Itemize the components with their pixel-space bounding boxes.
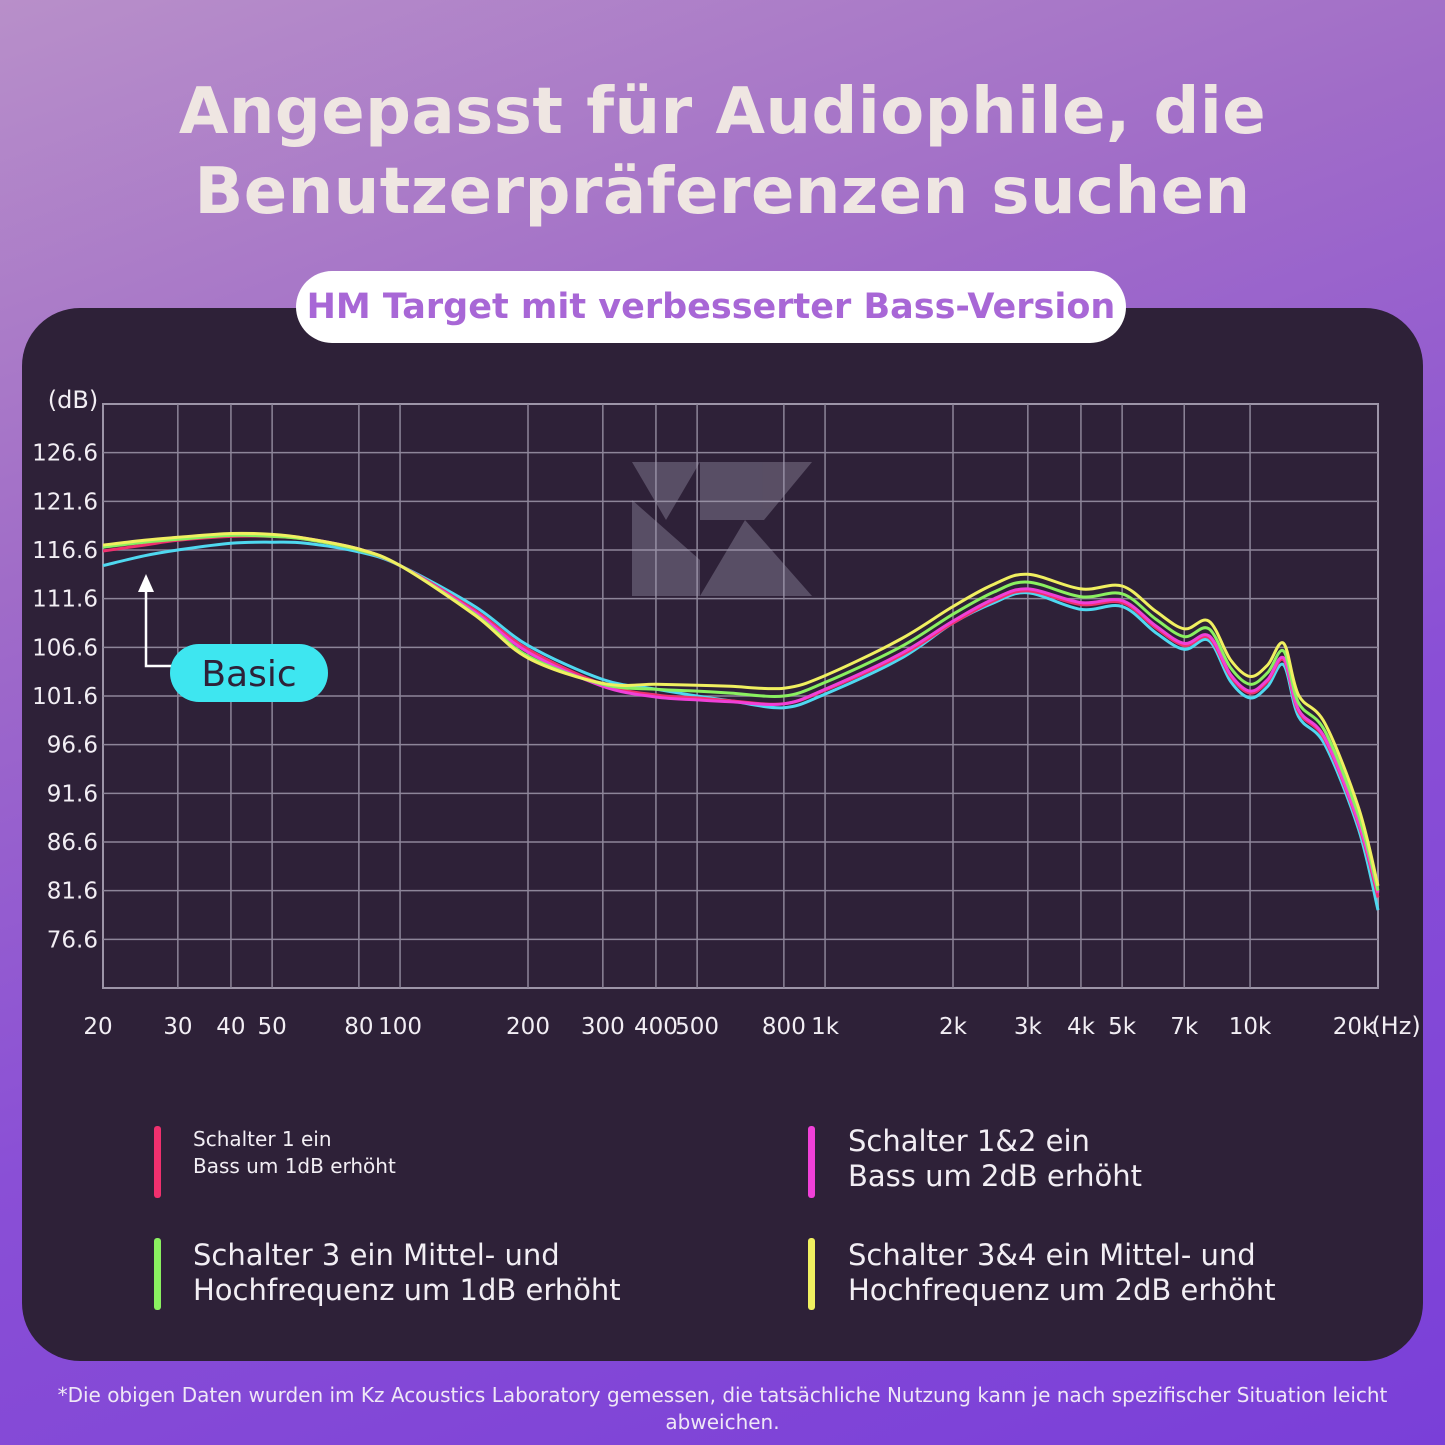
series-line [102,531,1380,887]
x-tick-label: 100 [378,1014,422,1040]
y-tick-label: 96.6 [47,733,98,759]
legend-swatch [808,1126,815,1198]
series-lines [102,531,1380,911]
x-tick-label: 50 [257,1014,286,1040]
annotation-arrow-line [144,578,172,668]
basic-badge-label: Basic [201,654,296,695]
x-tick-label: 20k [1333,1014,1376,1040]
y-tick-label: 111.6 [32,587,98,613]
x-tick-label: 3k [1014,1014,1043,1040]
basic-badge [170,644,328,702]
y-tick-label: 116.6 [32,538,98,564]
x-tick-label: 10k [1229,1014,1272,1040]
x-tick-label: 1k [811,1014,840,1040]
y-tick-labels: 126.6 121.6 116.6 111.6 106.6 101.6 96.6 91.6 86… [32,441,98,954]
x-tick-label: 500 [675,1014,719,1040]
legend-line1: Schalter 3&4 ein Mittel- und [848,1238,1256,1272]
x-tick-label: 300 [581,1014,625,1040]
arrow-up-icon [138,574,154,592]
legend-swatch [154,1238,161,1310]
y-tick-label: 126.6 [32,441,98,467]
legend-swatch [808,1238,815,1310]
y-tick-label: 81.6 [47,879,98,905]
legend-swatch [154,1126,161,1198]
y-axis-label: (dB) [48,386,98,414]
chart-panel [22,308,1423,1361]
y-tick-label: 76.6 [47,927,98,953]
legend-line1: Schalter 1&2 ein [848,1124,1090,1158]
y-tick-label: 106.6 [32,635,98,661]
headline-line2: Benutzerpräferenzen suchen [194,155,1251,229]
y-tick-label: 86.6 [47,830,98,856]
y-tick-label: 101.6 [32,684,98,710]
x-tick-label: 20 [83,1014,112,1040]
y-tick-label: 121.6 [32,489,98,515]
legend-line2: Bass um 1dB erhöht [193,1154,396,1178]
subtitle-pill: HM Target mit verbesserter Bass-Version [296,271,1126,343]
x-tick-label: 40 [216,1014,245,1040]
legend-line2: Bass um 2dB erhöht [848,1159,1143,1193]
x-tick-label: 400 [634,1014,678,1040]
headline: Angepasst für Audiophile, die Benutzerpr… [0,72,1445,232]
legend-line1: Schalter 1 ein [193,1127,332,1151]
legend-line1: Schalter 3 ein Mittel- und [193,1238,560,1272]
legend-line2: Hochfrequenz um 1dB erhöht [193,1273,621,1307]
x-tick-label: 30 [163,1014,192,1040]
x-tick-label: 200 [506,1014,550,1040]
x-axis-unit-label: (Hz) [1371,1012,1420,1040]
kz-logo-watermark [632,462,812,596]
series-line [102,540,1380,911]
x-tick-label: 2k [939,1014,968,1040]
x-tick-label: 5k [1108,1014,1137,1040]
x-tick-label: 4k [1067,1014,1096,1040]
legend-line2: Hochfrequenz um 2dB erhöht [848,1273,1276,1307]
y-tick-label: 91.6 [47,781,98,807]
headline-line1: Angepasst für Audiophile, die [178,75,1267,149]
x-tick-label: 800 [762,1014,806,1040]
x-tick-label: 80 [344,1014,373,1040]
basic-annotation: Basic [138,574,328,702]
footnote: *Die obigen Daten wurden im Kz Acoustics… [57,1383,1388,1434]
x-tick-label: 7k [1170,1014,1199,1040]
